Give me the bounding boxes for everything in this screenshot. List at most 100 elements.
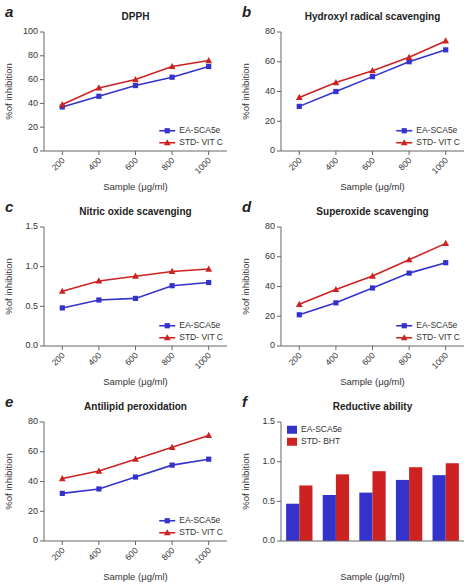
- x-tick-label: 400: [323, 155, 340, 172]
- marker: [406, 54, 413, 60]
- marker: [132, 456, 139, 462]
- x-axis: [281, 346, 464, 347]
- x-tick-label: 1000: [193, 155, 214, 176]
- legend-label: EA-SCA5e: [416, 320, 457, 330]
- line: [62, 269, 208, 291]
- y-tick: [40, 227, 44, 228]
- x-tick: [208, 541, 209, 545]
- legend: EA-SCA5eSTD- VIT C: [396, 125, 460, 147]
- y-axis: [44, 32, 45, 151]
- y-tick-label: 20: [265, 311, 275, 321]
- y-tick-label: 0: [33, 145, 38, 155]
- bar: [409, 467, 422, 541]
- legend-marker: [402, 323, 407, 328]
- x-axis: [281, 541, 464, 542]
- legend-marker: [164, 334, 171, 340]
- marker: [169, 63, 176, 69]
- x-tick: [172, 346, 173, 350]
- marker: [297, 104, 302, 109]
- bar: [446, 463, 459, 541]
- marker: [297, 312, 302, 317]
- marker: [170, 463, 175, 468]
- panel-label: a: [5, 3, 13, 20]
- y-tick: [277, 346, 281, 347]
- y-tick-label: 0: [270, 340, 275, 350]
- marker: [96, 277, 103, 283]
- x-tick: [172, 151, 173, 155]
- line: [299, 243, 445, 304]
- marker: [169, 268, 176, 274]
- panel-label: f: [242, 393, 249, 410]
- y-tick-label: 0.5: [262, 496, 275, 506]
- bar: [323, 495, 336, 541]
- x-tick-label: 200: [287, 155, 304, 172]
- panel: 0204060802004006008001000Superoxide scav…: [240, 198, 464, 387]
- y-tick: [277, 61, 281, 62]
- x-tick-label: 800: [159, 350, 176, 367]
- x-axis: [281, 151, 464, 152]
- line: [62, 67, 208, 107]
- marker: [170, 283, 175, 288]
- y-axis: [44, 422, 45, 541]
- marker: [96, 467, 103, 473]
- y-tick-label: 1.0: [262, 456, 275, 466]
- y-tick-label: 20: [265, 116, 275, 126]
- line: [299, 41, 445, 98]
- y-tick-label: 80: [28, 416, 38, 426]
- legend-marker: [165, 323, 170, 328]
- marker: [369, 67, 376, 73]
- y-tick-label: 80: [265, 26, 275, 36]
- y-tick-label: 80: [265, 221, 275, 231]
- title: DPPH: [122, 11, 150, 22]
- y-tick-label: 1.0: [25, 261, 38, 271]
- marker: [206, 457, 211, 462]
- plot-area: [286, 463, 459, 541]
- legend-label: STD- BHT: [301, 436, 340, 446]
- legend-marker: [164, 529, 171, 535]
- legend-marker: [401, 334, 408, 340]
- title: Reductive ability: [333, 401, 413, 412]
- y-tick: [277, 121, 281, 122]
- marker: [133, 474, 138, 479]
- y-tick-label: 40: [28, 98, 38, 108]
- figure: 0204060801002004006008001000DPPHaSample …: [0, 0, 474, 585]
- x-tick: [299, 151, 300, 155]
- y-tick: [40, 511, 44, 512]
- x-tick: [372, 346, 373, 350]
- x-axis: [44, 151, 227, 152]
- y-axis-label: %of inhibition: [3, 258, 14, 315]
- x-tick: [98, 151, 99, 155]
- x-tick: [445, 151, 446, 155]
- marker: [169, 444, 176, 450]
- plot-area: [59, 432, 212, 496]
- marker: [370, 74, 375, 79]
- legend-label: EA-SCA5e: [179, 515, 220, 525]
- line: [299, 263, 445, 315]
- x-tick: [208, 346, 209, 350]
- marker: [59, 475, 66, 481]
- legend-label: STD- VIT C: [416, 332, 460, 342]
- marker: [369, 272, 376, 278]
- marker: [205, 265, 212, 271]
- x-tick: [98, 541, 99, 545]
- bar: [396, 480, 409, 541]
- title: Antilipid peroxidation: [84, 401, 187, 412]
- x-tick: [335, 346, 336, 350]
- x-tick-label: 800: [396, 350, 413, 367]
- x-tick: [409, 346, 410, 350]
- y-tick: [40, 451, 44, 452]
- x-tick-label: 400: [86, 350, 103, 367]
- marker: [296, 301, 303, 307]
- y-axis: [281, 422, 282, 541]
- marker: [333, 79, 340, 85]
- x-tick-label: 600: [123, 155, 140, 172]
- marker: [132, 76, 139, 82]
- y-tick-label: 0: [270, 145, 275, 155]
- title: Nitric oxide scavenging: [79, 206, 191, 217]
- x-tick-label: 600: [360, 155, 377, 172]
- x-tick-label: 400: [86, 155, 103, 172]
- y-axis-label: %of inhibition: [240, 453, 251, 510]
- y-tick: [277, 256, 281, 257]
- x-tick-label: 800: [159, 155, 176, 172]
- y-tick-label: 60: [28, 74, 38, 84]
